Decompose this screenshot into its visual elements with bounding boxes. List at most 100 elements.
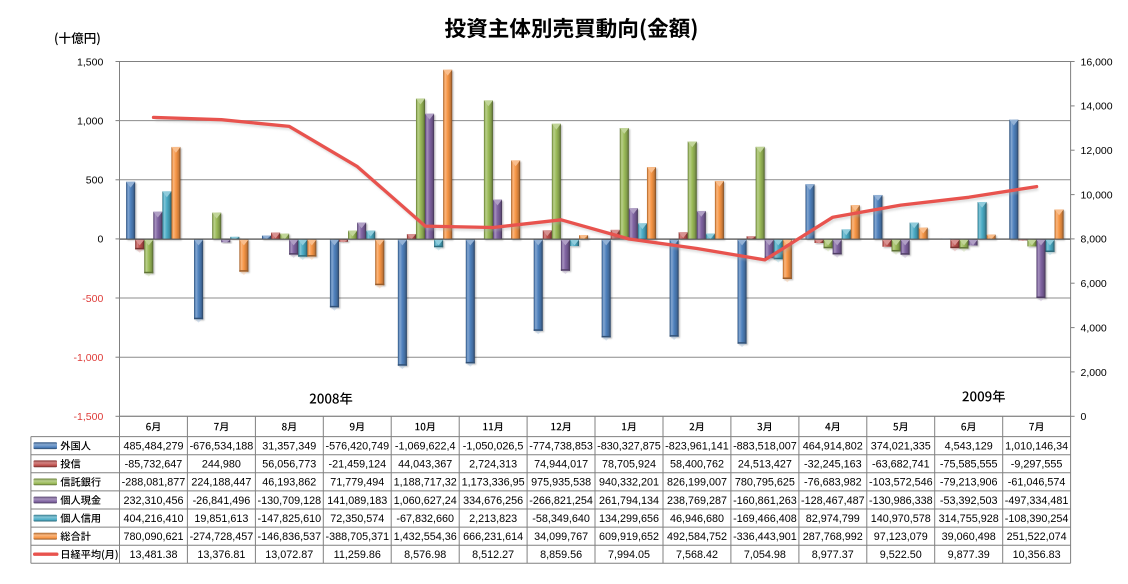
svg-text:1,432,554,36: 1,432,554,36	[394, 531, 457, 543]
svg-text:-75,585,555: -75,585,555	[940, 459, 998, 471]
svg-text:485,484,279: 485,484,279	[123, 441, 183, 453]
svg-text:58,400,762: 58,400,762	[670, 459, 724, 471]
svg-text:261,794,134: 261,794,134	[599, 495, 659, 507]
svg-text:-63,682,741: -63,682,741	[872, 459, 930, 471]
svg-text:71,779,494: 71,779,494	[330, 477, 384, 489]
svg-text:1,500: 1,500	[77, 56, 103, 68]
svg-text:78,705,924: 78,705,924	[602, 459, 656, 471]
svg-text:9,522.50: 9,522.50	[880, 549, 922, 561]
svg-text:-676,534,188: -676,534,188	[190, 441, 254, 453]
svg-text:-32,245,163: -32,245,163	[804, 459, 862, 471]
svg-text:13,072.87: 13,072.87	[265, 549, 313, 561]
svg-text:-130,709,128: -130,709,128	[257, 495, 321, 507]
svg-text:-823,961,141: -823,961,141	[665, 441, 729, 453]
svg-text:8,512.27: 8,512.27	[472, 549, 514, 561]
svg-text:780,795,625: 780,795,625	[735, 477, 795, 489]
svg-text:134,299,656: 134,299,656	[599, 513, 659, 525]
svg-text:-130,986,338: -130,986,338	[869, 495, 933, 507]
svg-text:8,977.37: 8,977.37	[812, 549, 854, 561]
svg-text:-85,732,647: -85,732,647	[125, 459, 183, 471]
svg-text:46,193,862: 46,193,862	[262, 477, 316, 489]
svg-text:-266,821,254: -266,821,254	[529, 495, 593, 507]
svg-text:232,310,456: 232,310,456	[123, 495, 183, 507]
svg-text:7,994.05: 7,994.05	[608, 549, 650, 561]
svg-text:609,919,652: 609,919,652	[599, 531, 659, 543]
svg-text:-774,738,853: -774,738,853	[529, 441, 593, 453]
svg-text:72,350,574: 72,350,574	[330, 513, 384, 525]
svg-text:500: 500	[86, 175, 104, 187]
svg-text:-497,334,481: -497,334,481	[1005, 495, 1069, 507]
svg-text:251,522,074: 251,522,074	[1007, 531, 1067, 543]
svg-text:-26,841,496: -26,841,496	[193, 495, 251, 507]
svg-text:940,332,201: 940,332,201	[599, 477, 659, 489]
svg-text:-9,297,555: -9,297,555	[1011, 459, 1063, 471]
svg-text:-58,349,640: -58,349,640	[532, 513, 590, 525]
svg-text:97,123,079: 97,123,079	[874, 531, 928, 543]
svg-text:666,231,614: 666,231,614	[463, 531, 523, 543]
svg-text:-147,825,610: -147,825,610	[257, 513, 321, 525]
svg-text:-169,466,408: -169,466,408	[733, 513, 797, 525]
svg-text:34,099,767: 34,099,767	[534, 531, 588, 543]
svg-text:19,851,613: 19,851,613	[194, 513, 248, 525]
svg-text:780,090,621: 780,090,621	[123, 531, 183, 543]
svg-text:-1,050,026,5: -1,050,026,5	[463, 441, 524, 453]
svg-text:244,980: 244,980	[202, 459, 241, 471]
svg-text:6,000: 6,000	[1081, 278, 1107, 290]
svg-text:11,259.86: 11,259.86	[334, 549, 381, 561]
svg-text:13,376.81: 13,376.81	[197, 549, 245, 561]
svg-text:-576,420,749: -576,420,749	[325, 441, 389, 453]
svg-text:464,914,802: 464,914,802	[803, 441, 863, 453]
svg-text:1,000: 1,000	[77, 115, 103, 127]
svg-text:8,859.56: 8,859.56	[540, 549, 582, 561]
svg-text:4,543,129: 4,543,129	[945, 441, 993, 453]
svg-text:-388,705,371: -388,705,371	[325, 531, 389, 543]
svg-text:7,568.42: 7,568.42	[676, 549, 718, 561]
svg-text:10,000: 10,000	[1081, 189, 1113, 201]
svg-text:14,000: 14,000	[1081, 101, 1113, 113]
svg-text:0: 0	[97, 234, 103, 246]
svg-text:10,356.83: 10,356.83	[1013, 549, 1061, 561]
svg-text:-79,213,906: -79,213,906	[940, 477, 998, 489]
svg-text:16,000: 16,000	[1081, 56, 1113, 68]
svg-text:-883,518,007: -883,518,007	[733, 441, 797, 453]
svg-text:-336,443,901: -336,443,901	[733, 531, 797, 543]
svg-text:-830,327,875: -830,327,875	[597, 441, 661, 453]
svg-text:-128,467,487: -128,467,487	[801, 495, 865, 507]
svg-text:-67,832,660: -67,832,660	[396, 513, 454, 525]
svg-text:-288,081,877: -288,081,877	[122, 477, 186, 489]
svg-text:-500: -500	[82, 293, 103, 305]
svg-text:-76,683,982: -76,683,982	[804, 477, 862, 489]
svg-text:13,481.38: 13,481.38	[129, 549, 177, 561]
svg-text:9,877.39: 9,877.39	[948, 549, 990, 561]
svg-text:404,216,410: 404,216,410	[123, 513, 183, 525]
svg-text:224,188,447: 224,188,447	[191, 477, 251, 489]
svg-text:-1,069,622,4: -1,069,622,4	[395, 441, 456, 453]
svg-text:7,054.98: 7,054.98	[744, 549, 786, 561]
svg-text:39,060,498: 39,060,498	[942, 531, 996, 543]
svg-text:374,021,335: 374,021,335	[871, 441, 931, 453]
svg-text:-1,500: -1,500	[74, 411, 104, 423]
svg-text:-160,861,263: -160,861,263	[733, 495, 797, 507]
svg-text:2,213,823: 2,213,823	[469, 513, 517, 525]
svg-text:8,576.98: 8,576.98	[404, 549, 446, 561]
svg-text:975,935,538: 975,935,538	[531, 477, 591, 489]
svg-text:-1,000: -1,000	[74, 352, 104, 364]
svg-text:0: 0	[1081, 411, 1087, 423]
svg-text:56,056,773: 56,056,773	[262, 459, 316, 471]
svg-text:-61,046,574: -61,046,574	[1008, 477, 1066, 489]
svg-text:1,188,717,32: 1,188,717,32	[394, 477, 457, 489]
svg-text:4,000: 4,000	[1081, 322, 1107, 334]
svg-text:287,768,992: 287,768,992	[803, 531, 863, 543]
svg-text:-108,390,254: -108,390,254	[1005, 513, 1069, 525]
svg-text:141,089,183: 141,089,183	[327, 495, 387, 507]
svg-text:2,724,313: 2,724,313	[469, 459, 517, 471]
svg-text:46,946,680: 46,946,680	[670, 513, 724, 525]
svg-text:-21,459,124: -21,459,124	[328, 459, 386, 471]
svg-text:24,513,427: 24,513,427	[738, 459, 792, 471]
svg-text:44,043,367: 44,043,367	[398, 459, 452, 471]
svg-text:140,970,578: 140,970,578	[871, 513, 931, 525]
svg-text:826,199,007: 826,199,007	[667, 477, 727, 489]
svg-text:1,173,336,95: 1,173,336,95	[462, 477, 525, 489]
svg-text:238,769,287: 238,769,287	[667, 495, 727, 507]
svg-text:-274,728,457: -274,728,457	[190, 531, 254, 543]
